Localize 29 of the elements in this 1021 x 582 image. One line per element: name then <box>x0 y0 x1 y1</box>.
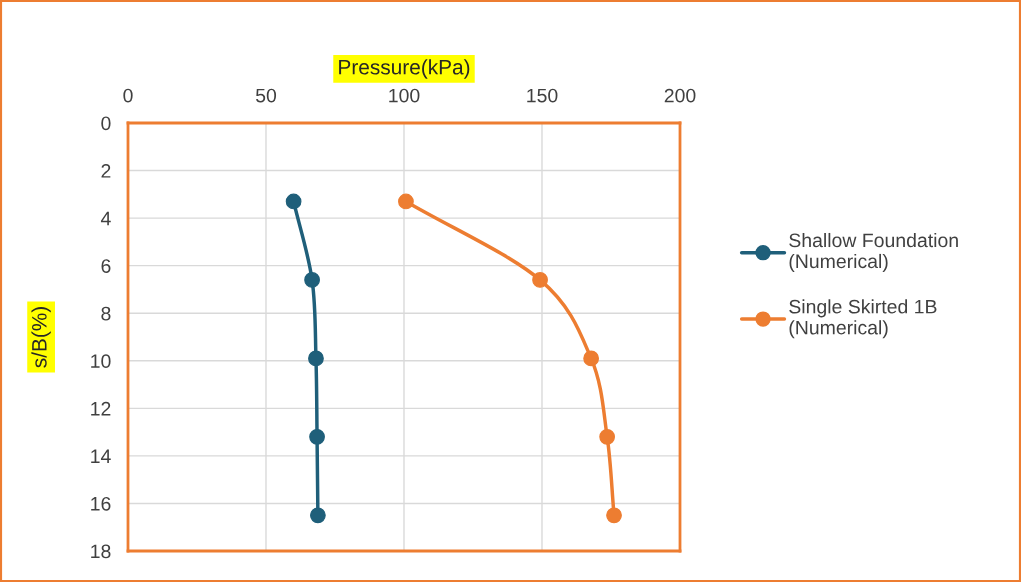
y-tick-label: 6 <box>101 259 111 273</box>
point <box>309 428 325 445</box>
y-tick-label: 14 <box>91 449 111 463</box>
point <box>310 507 326 524</box>
legend-label: Single Skirted 1B (Numerical) <box>789 299 937 339</box>
y-tick-label: 10 <box>91 354 111 369</box>
point <box>532 272 548 288</box>
point <box>285 193 302 210</box>
y-tick-label: 2 <box>101 164 111 178</box>
point <box>583 350 599 367</box>
y-tick-label: 4 <box>100 211 111 226</box>
point <box>606 507 622 524</box>
point <box>398 193 414 210</box>
y-axis-title: s/B(%) <box>31 307 51 368</box>
x-tick-label: 0 <box>123 88 133 103</box>
x-tick-label: 50 <box>255 88 277 103</box>
y-tick-label: 0 <box>101 116 111 131</box>
x-tick-label: 200 <box>664 88 696 103</box>
x-axis-title: Pressure(kPa) <box>339 59 470 79</box>
point <box>599 428 616 445</box>
y-tick-label: 18 <box>91 544 111 559</box>
point <box>308 350 324 367</box>
y-tick-label: 12 <box>91 401 111 416</box>
point <box>304 272 320 288</box>
y-tick-label: 16 <box>91 496 111 511</box>
x-tick-label: 150 <box>527 88 558 103</box>
legend-label: Shallow Foundation (Numerical) <box>789 232 958 273</box>
y-tick-label: 8 <box>101 306 111 321</box>
x-tick-label: 100 <box>389 88 420 103</box>
